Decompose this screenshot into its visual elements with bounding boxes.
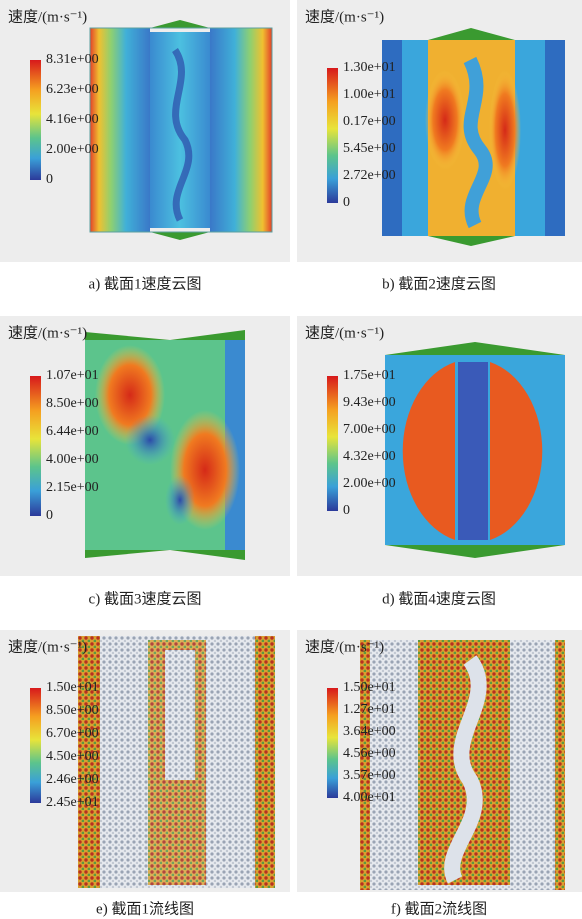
panel-title: 速度/(m·s⁻¹)	[305, 324, 384, 341]
legend-label: 1.75e+01	[343, 368, 396, 383]
legend-label: 1.50e+01	[46, 680, 99, 695]
caption: c) 截面3速度云图	[89, 590, 202, 607]
legend-label: 3.57e+00	[343, 768, 396, 783]
legend-label: 3.64e+00	[343, 724, 396, 739]
panel-title: 速度/(m·s⁻¹)	[8, 8, 87, 25]
panel-title: 速度/(m·s⁻¹)	[305, 638, 384, 655]
colorbar	[30, 688, 41, 803]
legend-label: 8.50e+00	[46, 396, 99, 411]
contour-b	[382, 28, 565, 246]
contour-c	[85, 330, 245, 560]
panel-title: 速度/(m·s⁻¹)	[8, 638, 87, 655]
figure: 速度/(m·s⁻¹) 8.31e+00 6.23e+00 4.16e+00 2.00e+…	[0, 0, 582, 919]
caption: a) 截面1速度云图	[89, 275, 202, 292]
contour-d	[385, 342, 565, 558]
contour-a	[90, 20, 272, 240]
caption: e) 截面1流线图	[96, 900, 194, 917]
colorbar	[327, 68, 338, 203]
legend-label: 1.07e+01	[46, 368, 99, 383]
colorbar	[30, 376, 41, 516]
legend-label: 6.44e+00	[46, 424, 99, 439]
legend-label: 4.32e+00	[343, 449, 396, 464]
legend-label: 0	[343, 503, 350, 518]
legend-label: 0	[46, 508, 53, 523]
legend-label: 0	[46, 172, 53, 187]
legend-label: 6.70e+00	[46, 726, 99, 741]
legend-label: 2.00e+00	[343, 476, 396, 491]
colorbar	[327, 688, 338, 798]
legend-label: 4.16e+00	[46, 112, 99, 127]
legend-label: 4.50e+00	[46, 749, 99, 764]
legend-label: 1.27e+01	[343, 702, 396, 717]
legend-label: 4.00e+01	[343, 790, 396, 805]
colorbar	[30, 60, 41, 180]
legend-label: 0	[343, 195, 350, 210]
legend-label: 2.15e+00	[46, 480, 99, 495]
streamline-f	[360, 640, 565, 890]
legend-label: 1.00e+01	[343, 87, 396, 102]
caption: b) 截面2速度云图	[382, 275, 496, 292]
legend-label: 6.23e+00	[46, 82, 99, 97]
legend-label: 8.50e+00	[46, 703, 99, 718]
panel-title: 速度/(m·s⁻¹)	[305, 8, 384, 25]
legend-label: 5.45e+00	[343, 141, 396, 156]
legend-label: 1.50e+01	[343, 680, 396, 695]
caption: f) 截面2流线图	[391, 900, 487, 917]
legend-label: 2.00e+00	[46, 142, 99, 157]
legend-label: 1.30e+01	[343, 60, 396, 75]
legend-label: 2.45e+01	[46, 795, 99, 810]
legend-label: 9.43e+00	[343, 395, 396, 410]
legend-label: 2.72e+00	[343, 168, 396, 183]
streamline-e	[78, 636, 275, 888]
legend-label: 2.46e+00	[46, 772, 99, 787]
caption: d) 截面4速度云图	[382, 590, 496, 607]
legend-label: 8.31e+00	[46, 52, 99, 67]
legend-label: 4.00e+00	[46, 452, 99, 467]
legend-label: 7.00e+00	[343, 422, 396, 437]
legend-label: 4.56e+00	[343, 746, 396, 761]
panel-title: 速度/(m·s⁻¹)	[8, 324, 87, 341]
colorbar	[327, 376, 338, 511]
legend-label: 0.17e+00	[343, 114, 396, 129]
